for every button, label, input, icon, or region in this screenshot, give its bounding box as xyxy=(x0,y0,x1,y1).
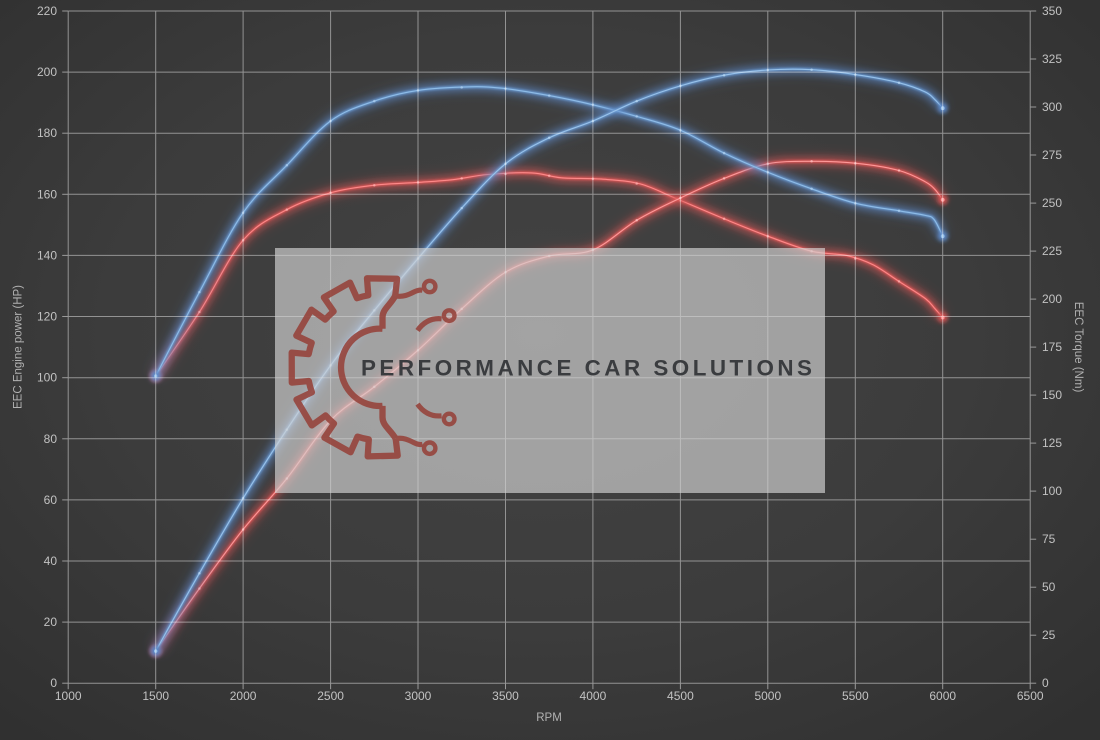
svg-text:20: 20 xyxy=(44,615,58,629)
svg-text:EEC Torque (Nm): EEC Torque (Nm) xyxy=(1072,302,1084,393)
svg-text:75: 75 xyxy=(1042,532,1056,546)
svg-text:140: 140 xyxy=(37,248,57,262)
svg-text:50: 50 xyxy=(1042,580,1056,594)
svg-text:250: 250 xyxy=(1042,196,1062,210)
svg-text:5500: 5500 xyxy=(842,689,869,703)
svg-text:RPM: RPM xyxy=(536,712,562,724)
svg-text:225: 225 xyxy=(1042,244,1062,258)
svg-text:120: 120 xyxy=(37,310,57,324)
svg-text:EEC Engine power (HP): EEC Engine power (HP) xyxy=(13,285,25,409)
svg-text:6000: 6000 xyxy=(929,689,956,703)
svg-text:100: 100 xyxy=(1042,484,1062,498)
svg-text:160: 160 xyxy=(37,187,57,201)
svg-text:100: 100 xyxy=(37,371,57,385)
svg-text:2000: 2000 xyxy=(230,689,257,703)
svg-text:25: 25 xyxy=(1042,628,1056,642)
svg-text:220: 220 xyxy=(37,4,57,18)
svg-text:180: 180 xyxy=(37,126,57,140)
svg-text:80: 80 xyxy=(44,432,58,446)
svg-text:0: 0 xyxy=(1042,676,1049,690)
svg-text:275: 275 xyxy=(1042,148,1062,162)
svg-text:150: 150 xyxy=(1042,388,1062,402)
svg-text:60: 60 xyxy=(44,493,58,507)
svg-text:5000: 5000 xyxy=(754,689,781,703)
svg-text:6500: 6500 xyxy=(1017,689,1044,703)
svg-text:200: 200 xyxy=(1042,292,1062,306)
svg-text:3000: 3000 xyxy=(405,689,432,703)
svg-text:2500: 2500 xyxy=(317,689,344,703)
svg-text:300: 300 xyxy=(1042,100,1062,114)
svg-text:1500: 1500 xyxy=(142,689,169,703)
svg-text:1000: 1000 xyxy=(55,689,82,703)
svg-text:3500: 3500 xyxy=(492,689,519,703)
svg-text:175: 175 xyxy=(1042,340,1062,354)
svg-text:350: 350 xyxy=(1042,4,1062,18)
svg-text:40: 40 xyxy=(44,554,58,568)
svg-text:0: 0 xyxy=(50,676,57,690)
svg-text:4500: 4500 xyxy=(667,689,694,703)
svg-text:4000: 4000 xyxy=(580,689,607,703)
svg-text:200: 200 xyxy=(37,65,57,79)
svg-text:PERFORMANCE CAR SOLUTIONS: PERFORMANCE CAR SOLUTIONS xyxy=(361,356,815,381)
svg-text:325: 325 xyxy=(1042,52,1062,66)
svg-text:125: 125 xyxy=(1042,436,1062,450)
